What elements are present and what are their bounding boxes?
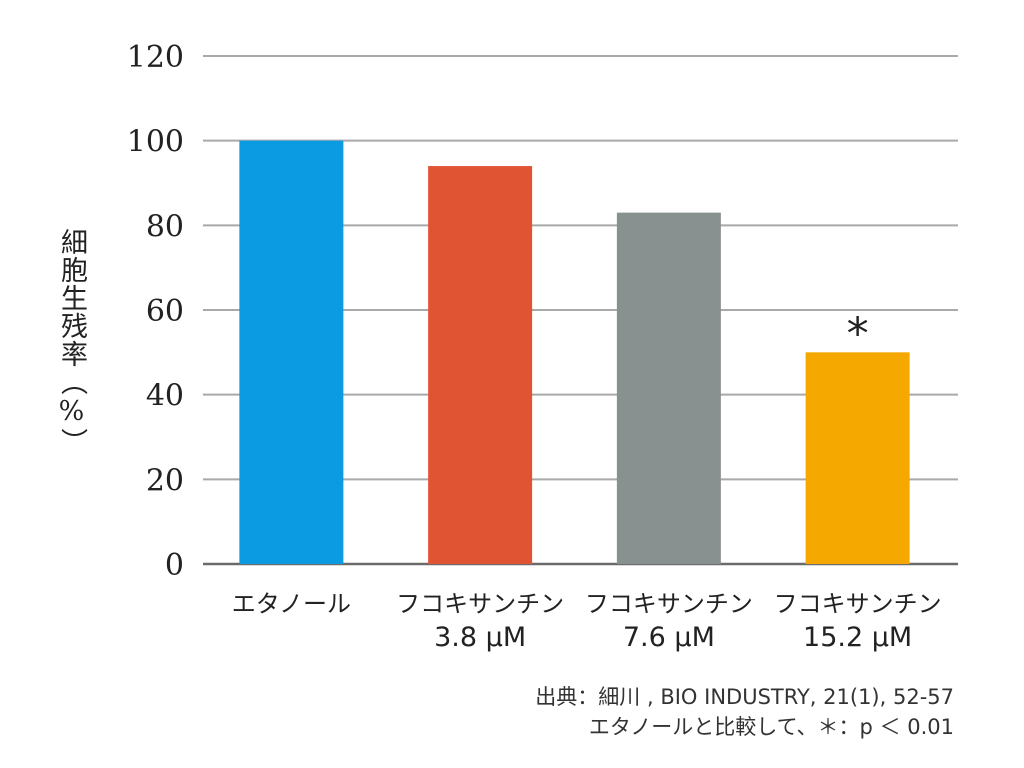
y-tick-label: 80 <box>146 209 184 244</box>
source-note: 出典：細川 , BIO INDUSTRY, 21(1), 52-57 エタノール… <box>535 682 954 742</box>
source-citation: 出典：細川 , BIO INDUSTRY, 21(1), 52-57 <box>535 685 954 709</box>
bar-chart: 0 20 40 60 80 100 120 エタノール フコキサンチン 3.8 μM フコキサンチン… <box>127 40 958 653</box>
y-tick-label: 120 <box>127 40 184 75</box>
bar <box>805 352 910 564</box>
y-tick-label: 20 <box>146 463 184 498</box>
x-tick-label: フコキサンチン <box>396 590 564 618</box>
significance-marker: * <box>847 308 869 359</box>
bar <box>428 166 533 565</box>
x-tick-label: 7.6 μM <box>623 622 715 653</box>
x-tick-label: フコキサンチン <box>774 590 942 618</box>
y-axis-label: 細胞生残率（%） <box>56 228 87 456</box>
x-tick-label: 15.2 μM <box>803 622 912 653</box>
y-tick-label: 40 <box>146 379 184 414</box>
y-tick-label: 0 <box>165 548 184 583</box>
significance-note: エタノールと比較して、＊：p ＜ 0.01 <box>588 715 954 739</box>
x-tick-label: フコキサンチン <box>585 590 753 618</box>
y-tick-label: 60 <box>146 294 184 329</box>
y-tick-label: 100 <box>127 125 184 160</box>
x-tick-label: 3.8 μM <box>434 622 526 653</box>
x-tick-label: エタノール <box>232 590 351 618</box>
bar <box>239 140 344 564</box>
bar <box>616 212 721 564</box>
